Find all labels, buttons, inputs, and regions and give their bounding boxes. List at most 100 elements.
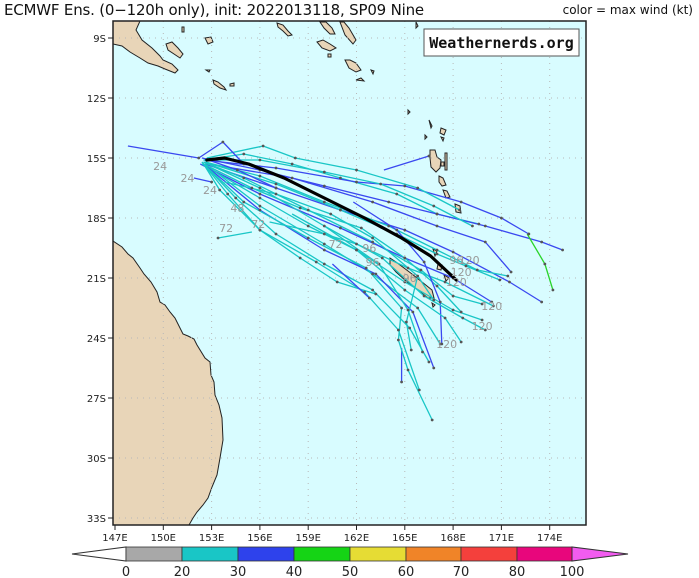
forecast-hour-label: 120 [446,276,467,289]
colorbar-bin [349,546,407,562]
ensemble-member-track [217,231,253,239]
land-loyalty-islands [443,273,450,282]
lat-tick-label: 33S [87,514,106,525]
ensemble-member-track [383,155,430,171]
land-island [431,301,436,308]
forecast-hour-label: 24 [203,184,217,197]
colorbar-label: 60 [398,565,415,578]
land-island [415,21,419,30]
colorbar-label: 20 [174,565,191,578]
colorbar-bin [293,546,351,562]
lon-tick-label: 168E [440,533,465,544]
land-vanuatu [440,161,445,167]
land-island [229,82,235,87]
land-island [165,41,184,59]
ensemble-member-track [203,163,435,369]
color-legend-note: color = max wind (kt) [562,3,693,17]
lon-tick-label: 171E [489,533,514,544]
colorbar-bin [237,546,295,562]
chart-title: ECMWF Ens. (0−120h only), init: 20220131… [4,1,424,19]
watermark-text: Weathernerds.org [429,34,574,52]
colorbar-bin [405,546,462,562]
ensemble-member-track [203,161,424,353]
land-island [204,36,214,45]
land-island [212,79,228,91]
colorbar-under-arrow [71,546,127,562]
lat-tick-label: 21S [87,274,106,285]
forecast-hour-label: 120 [436,338,457,351]
ensemble-member-track [224,181,435,301]
track-points [197,140,564,422]
forecast-hour-label: 48 [230,202,244,215]
land-island [370,69,375,76]
colorbar-bin [516,546,573,562]
land-island [428,119,433,130]
land-island [407,108,411,116]
land-island [440,136,445,143]
colorbar-label: 40 [286,565,303,578]
forecast-hour-label: 72 [219,222,233,235]
colorbar-bin [181,546,239,562]
lon-tick-label: 147E [102,533,127,544]
land-vanuatu [429,149,442,173]
lon-tick-label: 153E [199,533,224,544]
colorbar-label: 50 [342,565,359,578]
gridlines [113,21,586,525]
forecast-hour-label: 120 [451,266,472,279]
ensemble-member-track [206,145,460,211]
colorbar-over-arrow [571,546,629,562]
land-island [439,127,447,136]
lat-tick-label: 18S [87,214,106,225]
forecast-hour-label: 96 [449,254,463,267]
lon-tick-label: 156E [247,533,272,544]
lat-tick-label: 9S [93,34,106,45]
forecast-hour-label: 96 [366,256,380,269]
forecast-hour-label: 120 [481,300,502,313]
forecast-hour-label: 24 [180,172,194,185]
lon-tick-label: 174E [537,533,562,544]
forecast-hour-label: 72 [329,238,343,251]
colorbar-label: 30 [230,565,247,578]
land-island [327,53,332,58]
colorbar: 0 20 30 40 50 60 70 80 100 [71,546,629,578]
land-island [204,69,211,73]
forecast-hour-label: 96 [403,272,417,285]
lat-tick-label: 24S [87,334,106,345]
land-solomon-islands [319,21,336,35]
axes: 147E 150E 153E 156E 159E 162E 165E 168E 171E 174E… [87,34,562,544]
forecast-hour-label: 24 [153,160,167,173]
lon-tick-label: 165E [392,533,417,544]
land-vanuatu [444,152,448,171]
land-new-caledonia [389,257,435,299]
colorbar-label: 0 [122,565,130,578]
ensemble-member-track [203,159,473,227]
land-vanuatu [438,175,447,187]
ensemble-member-track [203,163,376,295]
lon-tick-label: 162E [344,533,369,544]
watermark-box: Weathernerds.org [423,28,580,57]
map-frame [112,20,587,526]
land-island [181,26,185,33]
land-australia [113,240,224,525]
lon-tick-label: 150E [151,533,176,544]
ensemble-member-track [127,145,199,159]
ensemble-mean-track [205,156,458,282]
lat-tick-label: 27S [87,394,106,405]
land-island [355,77,366,82]
colorbar-label: 100 [560,565,585,578]
forecast-hour-label: 72 [251,218,265,231]
lat-tick-label: 15S [87,154,106,165]
lat-tick-label: 12S [87,94,106,105]
ensemble-member-track [269,221,494,307]
forecast-hour-label: 96 [362,242,376,255]
land-new-guinea [113,21,179,74]
ensemble-member-track [193,177,212,183]
ensemble-member-track [203,163,433,421]
land-vanuatu [442,189,451,199]
forecast-hour-label: 120 [459,254,480,267]
colorbar-bin [125,546,183,562]
land-island [424,133,428,141]
colorbar-label: 70 [453,565,470,578]
